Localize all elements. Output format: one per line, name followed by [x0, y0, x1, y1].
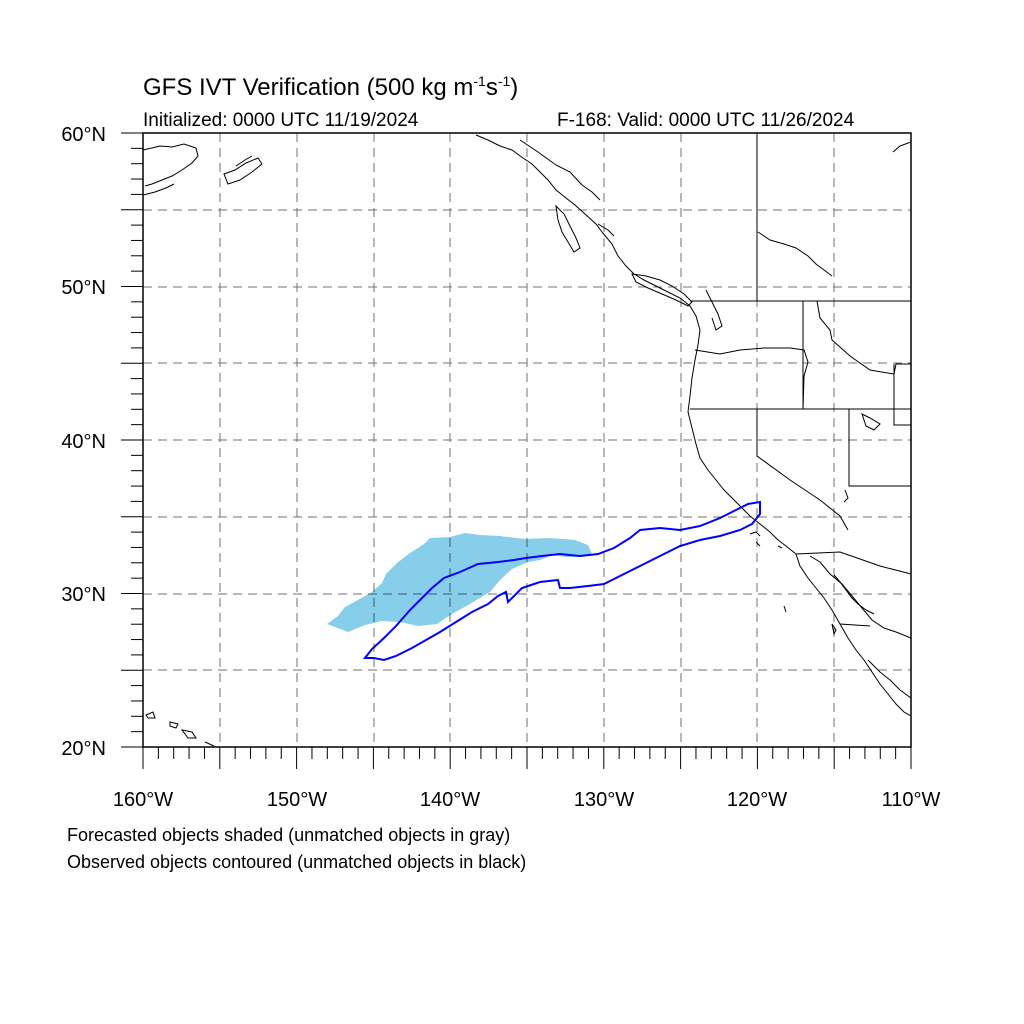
- coastlines: [143, 134, 911, 747]
- lat-axis-labels: 20°N 30°N 40°N 50°N 60°N: [61, 124, 106, 760]
- gridlines: [143, 133, 911, 747]
- lon-label-120w: 120°W: [727, 789, 787, 811]
- initialized-label: Initialized: 0000 UTC 11/19/2024: [143, 110, 419, 131]
- axis-ticks: [121, 132, 912, 769]
- observed-ivt-object: [362, 500, 761, 662]
- map-title: GFS IVT Verification (500 kg m-1s-1): [143, 73, 519, 101]
- lat-label-50: 50°N: [61, 277, 106, 299]
- lon-label-150w: 150°W: [267, 789, 327, 811]
- lon-label-130w: 130°W: [574, 789, 634, 811]
- forecast-ivt-object: [327, 533, 592, 632]
- observed-note: Observed objects contoured (unmatched ob…: [67, 852, 527, 872]
- lon-label-160w: 160°W: [113, 789, 173, 811]
- lon-label-110w: 110°W: [882, 789, 941, 811]
- lat-label-40: 40°N: [61, 431, 106, 453]
- valid-time-label: F-168: Valid: 0000 UTC 11/26/2024: [557, 110, 855, 131]
- forecast-note: Forecasted objects shaded (unmatched obj…: [67, 825, 511, 845]
- lat-label-60: 60°N: [61, 124, 106, 146]
- lat-label-20: 20°N: [61, 738, 106, 760]
- political-boundaries: [690, 133, 911, 627]
- lat-label-30: 30°N: [61, 584, 106, 606]
- lon-label-140w: 140°W: [420, 789, 480, 811]
- lon-axis-labels: 160°W 150°W 140°W 130°W 120°W 110°W: [113, 789, 941, 811]
